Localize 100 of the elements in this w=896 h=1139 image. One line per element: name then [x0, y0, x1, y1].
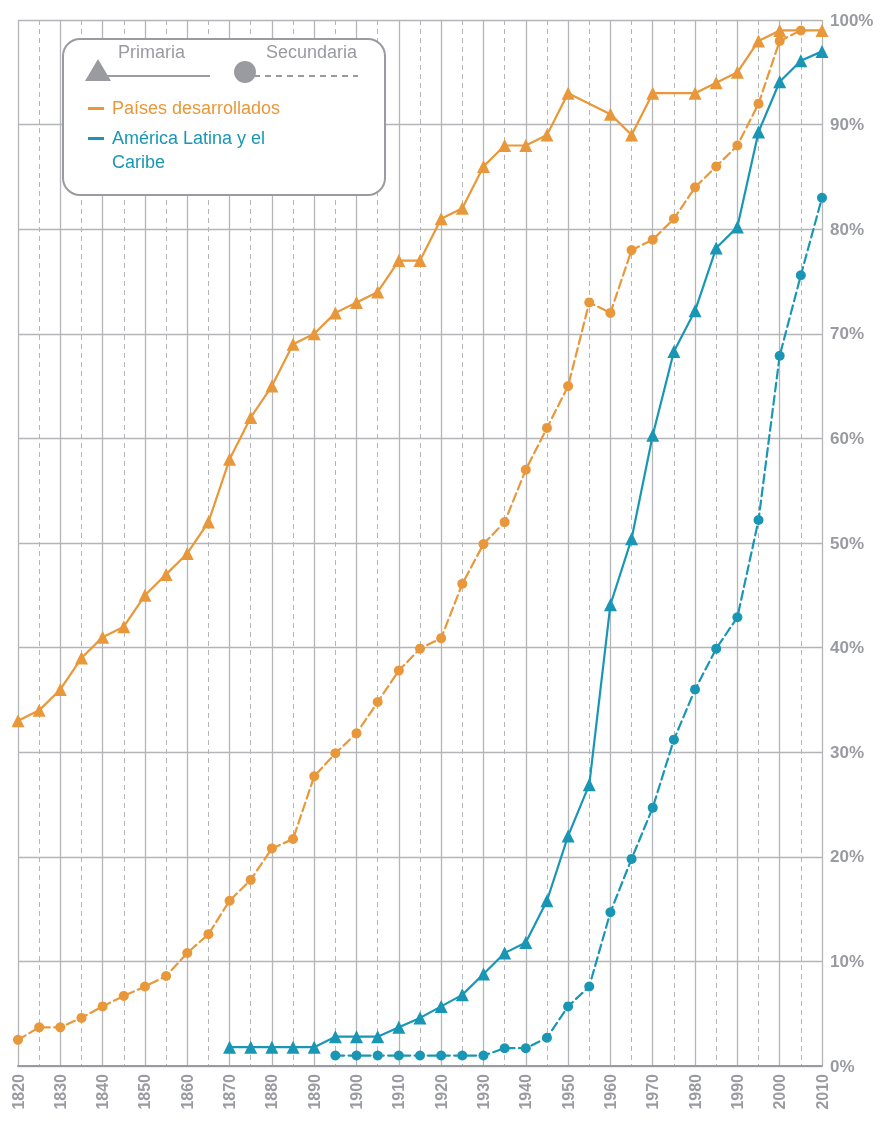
point [753, 514, 764, 525]
point [711, 643, 722, 654]
point [224, 895, 235, 906]
point [457, 578, 468, 589]
point [668, 734, 679, 745]
point [815, 23, 829, 37]
point [265, 379, 279, 393]
x-tick-label: 1920 [432, 1073, 450, 1110]
y-tick-label: 80% [830, 219, 865, 239]
point [478, 1050, 489, 1061]
x-tick-label: 1890 [305, 1073, 323, 1110]
point [773, 23, 787, 37]
point [457, 1050, 468, 1061]
point [561, 829, 575, 843]
point [97, 1001, 108, 1012]
x-tick-label: 1820 [9, 1073, 27, 1110]
point [647, 802, 658, 813]
point [561, 86, 575, 100]
point [415, 1050, 425, 1061]
point [794, 54, 808, 68]
point [625, 532, 639, 546]
x-tick-label: 2010 [813, 1073, 831, 1110]
point [646, 428, 660, 442]
y-tick-label: 40% [830, 638, 865, 658]
point [668, 213, 679, 224]
point [688, 86, 702, 100]
point [351, 1050, 362, 1061]
point [307, 327, 321, 341]
point [244, 1040, 258, 1054]
point [584, 297, 595, 308]
point [330, 1050, 341, 1061]
point [690, 684, 701, 695]
point [203, 929, 214, 940]
point [815, 44, 829, 58]
point [646, 86, 660, 100]
y-tick-label: 90% [830, 115, 865, 135]
point [371, 285, 385, 299]
point [413, 1011, 427, 1025]
point [519, 936, 533, 950]
y-tick-label: 0% [830, 1056, 855, 1076]
point [371, 1030, 385, 1044]
point [603, 598, 617, 612]
point [773, 75, 787, 89]
x-tick-label: 1960 [601, 1073, 619, 1110]
point [520, 1043, 531, 1054]
point [455, 988, 469, 1002]
point [436, 1050, 447, 1061]
point [34, 1022, 45, 1033]
point [372, 1050, 383, 1061]
point [434, 212, 448, 226]
point [625, 128, 639, 142]
point [436, 633, 447, 644]
point [730, 220, 744, 234]
point [732, 140, 743, 151]
point [476, 967, 490, 981]
x-tick-label: 1930 [474, 1073, 492, 1110]
point [709, 76, 723, 90]
point [11, 714, 25, 728]
point [732, 612, 743, 623]
point [711, 161, 722, 172]
point [478, 539, 489, 550]
y-tick-label: 20% [830, 847, 865, 867]
point [498, 946, 512, 960]
point [434, 999, 448, 1013]
point [393, 1050, 404, 1061]
point [76, 1012, 87, 1023]
point [351, 728, 362, 739]
point [180, 546, 194, 560]
point [309, 771, 320, 782]
y-tick-label: 30% [830, 742, 865, 762]
point [245, 874, 256, 885]
x-tick-label: 2000 [771, 1073, 789, 1110]
point [752, 34, 766, 48]
point [415, 643, 425, 654]
point [392, 254, 406, 268]
point [330, 748, 341, 759]
point [795, 25, 806, 36]
point [392, 1020, 406, 1034]
x-tick-label: 1870 [221, 1073, 239, 1110]
point [117, 620, 131, 634]
point [372, 696, 383, 707]
point [286, 337, 300, 351]
point [328, 1030, 342, 1044]
point [540, 894, 554, 908]
x-tick-label: 1950 [559, 1073, 577, 1110]
point [519, 139, 533, 153]
point [753, 98, 764, 109]
point [455, 201, 469, 215]
x-tick-label: 1990 [728, 1073, 746, 1110]
y-tick-label: 70% [830, 324, 865, 344]
point [266, 843, 277, 854]
point [647, 234, 658, 245]
x-tick-label: 1880 [263, 1073, 281, 1110]
point [350, 295, 364, 309]
point [584, 981, 595, 992]
point [161, 971, 172, 982]
point [498, 139, 512, 153]
point [55, 1022, 66, 1033]
point [605, 907, 616, 918]
point [288, 834, 299, 845]
